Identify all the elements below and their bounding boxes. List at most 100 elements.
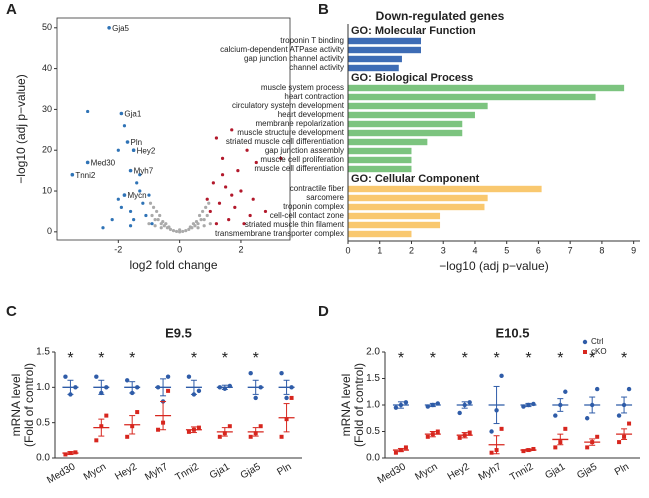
point (230, 128, 234, 132)
category-label: heart contraction (284, 92, 344, 101)
data-point (585, 445, 590, 450)
data-point (616, 413, 622, 418)
bar (348, 37, 421, 45)
point (202, 217, 206, 222)
y-axis-label: (Fold of control) (352, 363, 366, 447)
point (230, 193, 234, 197)
x-tick-label: Mycn (82, 461, 108, 482)
point (204, 205, 208, 209)
point (208, 209, 212, 214)
labeled-point (128, 168, 133, 173)
point (161, 220, 165, 224)
x-tick-label: 8 (599, 245, 604, 255)
x-tick-label: Hey2 (446, 461, 472, 482)
point (151, 205, 156, 209)
bar (348, 93, 596, 101)
x-tick-label: 6 (536, 245, 541, 255)
point-label: Mycn (127, 191, 146, 200)
x-tick-label: Med30 (45, 461, 77, 486)
point (156, 217, 160, 222)
point (187, 227, 191, 231)
x-tick-label: Pln (613, 461, 631, 478)
data-point (73, 450, 78, 455)
point (242, 222, 246, 226)
y-tick-label: 1.0 (366, 400, 380, 411)
bar (348, 147, 412, 155)
plot-frame (56, 17, 291, 241)
category-label: muscle structure development (237, 128, 344, 137)
point (171, 229, 176, 233)
point-label: Myh7 (134, 167, 154, 176)
x-tick-label: Myh7 (143, 461, 170, 483)
bar (348, 64, 399, 72)
y-tick-label: 0.5 (36, 417, 50, 428)
category-label: heart development (278, 110, 345, 119)
data-point (227, 424, 232, 429)
point (159, 226, 163, 230)
category-label: contractile fiber (290, 184, 345, 193)
y-tick-label: 10 (42, 185, 52, 195)
point (128, 224, 133, 228)
point (194, 220, 199, 224)
data-point (467, 430, 472, 435)
significance: * (462, 350, 468, 367)
significance: * (493, 350, 499, 367)
point-label: Gja1 (124, 110, 141, 119)
category-label: troponin complex (283, 202, 344, 211)
point-label: Tnni2 (75, 171, 96, 180)
category-label: cell-cell contact zone (270, 211, 345, 220)
data-point (553, 445, 558, 450)
significance: * (621, 350, 627, 367)
data-point (63, 452, 68, 457)
data-point (94, 374, 99, 379)
bar (348, 212, 441, 220)
data-point (626, 386, 632, 392)
data-point (521, 449, 526, 454)
point (101, 226, 105, 230)
x-axis-label: −log10 (adj p−value) (439, 259, 548, 273)
point (220, 156, 225, 160)
data-point (393, 405, 399, 410)
y-tick-label: 0 (47, 226, 52, 236)
bar (348, 129, 463, 137)
data-point (531, 446, 536, 451)
point (116, 148, 120, 152)
point (148, 201, 153, 205)
significance: * (253, 350, 259, 367)
panel-label: A (6, 1, 17, 18)
category-label: circulatory system development (232, 101, 345, 110)
point-label: Pln (131, 138, 143, 147)
point (168, 227, 173, 231)
bar (348, 221, 441, 229)
data-point (186, 374, 192, 379)
point (214, 222, 219, 226)
labeled-point (119, 111, 124, 116)
point (174, 229, 179, 234)
point (196, 226, 200, 230)
point (164, 222, 168, 226)
data-point (156, 427, 161, 432)
bar (348, 84, 625, 92)
x-tick-label: 7 (568, 245, 573, 255)
x-tick-label: 4 (472, 245, 477, 255)
point (191, 222, 196, 226)
point (279, 156, 283, 160)
data-point (584, 416, 590, 421)
group-heading: GO: Biological Process (351, 72, 473, 84)
point (263, 209, 268, 214)
point (128, 209, 133, 214)
data-point (553, 413, 558, 418)
x-tick-label: 0 (177, 244, 182, 254)
data-point (457, 410, 462, 416)
point (251, 197, 255, 201)
data-point (135, 410, 140, 415)
point (153, 217, 157, 222)
chart-title: E10.5 (496, 325, 530, 340)
data-point (499, 426, 504, 431)
point (220, 173, 225, 177)
x-tick-label: 0 (345, 245, 350, 255)
significance: * (557, 350, 563, 367)
data-point (403, 445, 408, 450)
labeled-point (122, 193, 127, 197)
